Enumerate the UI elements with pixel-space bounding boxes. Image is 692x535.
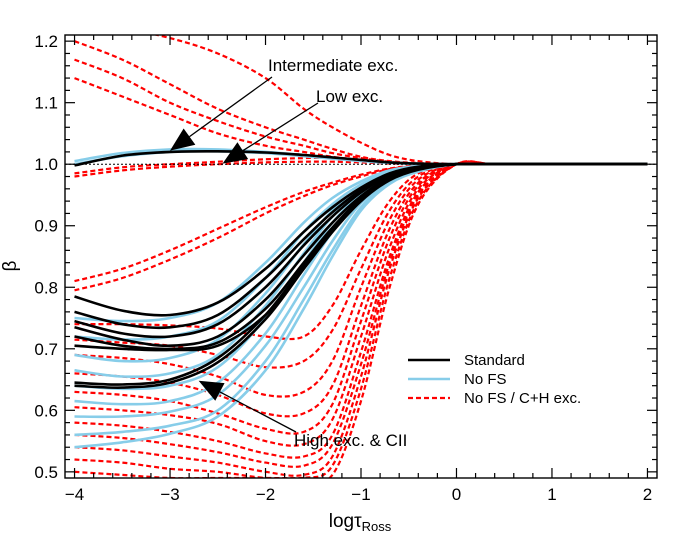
annotation-label: Low exc. <box>316 87 383 106</box>
legend-label: Standard <box>464 352 525 369</box>
x-tick-label: −1 <box>351 485 370 504</box>
y-tick-label: 0.8 <box>34 278 58 297</box>
legend-label: No FS <box>464 371 507 388</box>
annotation-label: High exc. & CII <box>294 431 407 450</box>
annotation-label: Intermediate exc. <box>268 56 398 75</box>
curve-2-7 <box>74 162 648 386</box>
annotation-arrow-head <box>222 142 249 164</box>
y-tick-label: 0.6 <box>34 401 58 420</box>
curve-0-14 <box>74 161 648 459</box>
y-axis-label: β <box>0 260 21 271</box>
x-axis-label: logτRoss <box>329 511 392 534</box>
x-tick-label: −3 <box>160 485 179 504</box>
y-tick-label: 1.1 <box>34 94 58 113</box>
x-axis: −4 −3 −2 −1 0 1 2 <box>65 35 652 504</box>
curve-2-1 <box>74 162 648 317</box>
annotation-arrow-head <box>170 128 196 151</box>
curve-0-0 <box>152 35 648 166</box>
curve-0-15 <box>74 160 648 468</box>
annotation-arrow-line <box>219 391 297 433</box>
x-tick-label: 1 <box>547 485 556 504</box>
y-tick-label: 0.9 <box>34 217 58 236</box>
annotation-arrow-line <box>189 76 273 138</box>
y-tick-label: 0.7 <box>34 340 58 359</box>
x-tick-label: −2 <box>256 485 275 504</box>
annotations: Intermediate exc. Low exc. High exc. & CII <box>170 56 407 450</box>
y-tick-label: 1.2 <box>34 32 58 51</box>
legend: Standard No FS No FS / C+H exc. <box>408 352 581 407</box>
series-standard <box>74 149 648 389</box>
y-axis: 0.5 0.6 0.7 0.8 0.9 1.0 1.1 1.2 <box>34 32 657 482</box>
x-tick-label: 0 <box>452 485 461 504</box>
annotation-arrow-head <box>198 380 225 401</box>
y-tick-label: 1.0 <box>34 155 58 174</box>
x-tick-label: 2 <box>643 485 652 504</box>
legend-label: No FS / C+H exc. <box>464 390 581 407</box>
x-tick-label: −4 <box>65 485 84 504</box>
annotation-arrow-line <box>242 102 319 152</box>
y-tick-label: 0.5 <box>34 463 58 482</box>
curve-0-16 <box>74 160 648 477</box>
